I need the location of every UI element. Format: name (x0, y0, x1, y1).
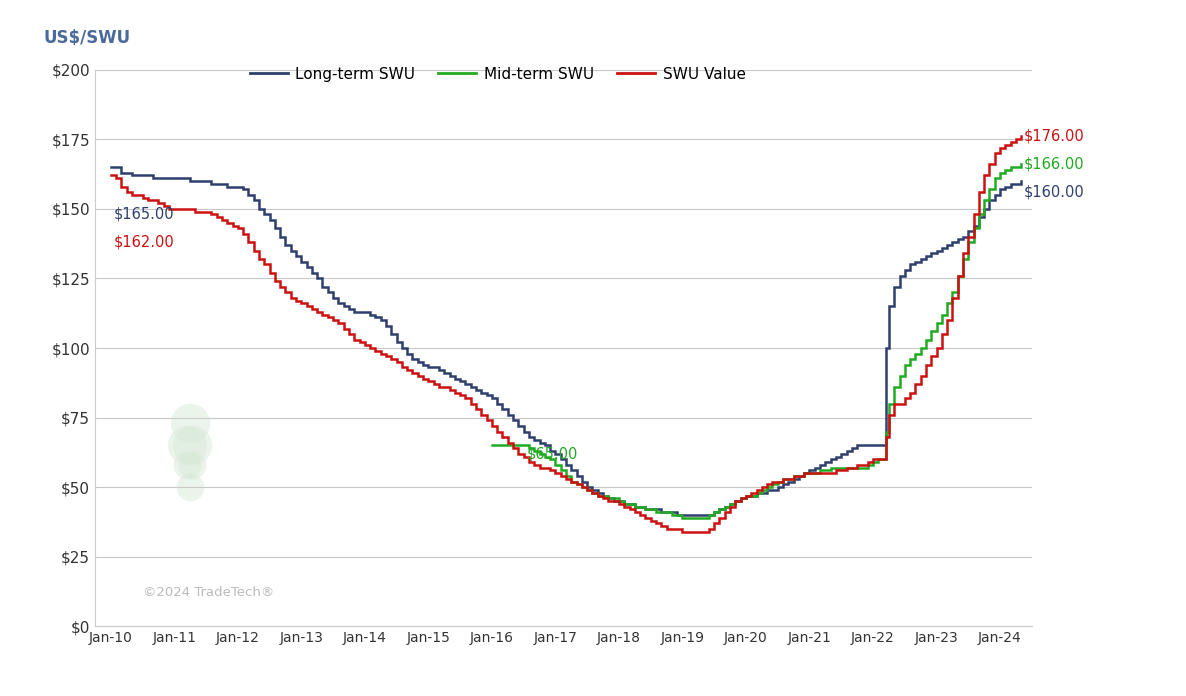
Legend: Long-term SWU, Mid-term SWU, SWU Value: Long-term SWU, Mid-term SWU, SWU Value (243, 61, 752, 88)
Point (178, 440, 197, 451)
Text: ©2024 TradeTech®: ©2024 TradeTech® (142, 585, 274, 599)
Text: $162.00: $162.00 (114, 235, 174, 250)
Point (180, 482, 199, 493)
Text: $176.00: $176.00 (1024, 129, 1084, 144)
Point (183, 459, 202, 470)
Text: $165.00: $165.00 (114, 207, 174, 222)
Point (178, 459, 197, 470)
Point (180, 418, 199, 429)
Text: $166.00: $166.00 (1024, 157, 1084, 172)
Text: $160.00: $160.00 (1024, 184, 1084, 200)
Point (183, 440, 202, 451)
Text: US$/SWU: US$/SWU (44, 29, 130, 47)
Text: $65.00: $65.00 (527, 446, 579, 461)
